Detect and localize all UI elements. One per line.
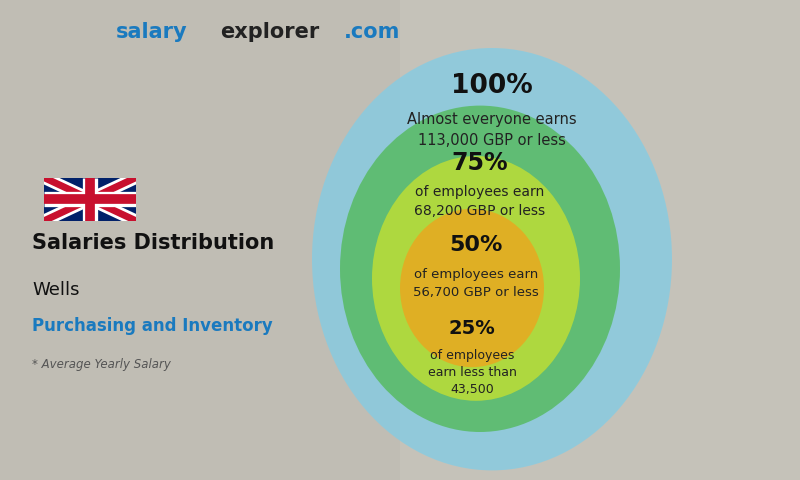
Ellipse shape [312, 48, 672, 470]
Text: of employees
earn less than
43,500: of employees earn less than 43,500 [427, 348, 517, 396]
Text: Almost everyone earns
113,000 GBP or less: Almost everyone earns 113,000 GBP or les… [407, 112, 577, 148]
Text: of employees earn
56,700 GBP or less: of employees earn 56,700 GBP or less [413, 268, 539, 299]
Text: Purchasing and Inventory: Purchasing and Inventory [32, 317, 273, 335]
Text: of employees earn
68,200 GBP or less: of employees earn 68,200 GBP or less [414, 185, 546, 218]
Ellipse shape [400, 209, 544, 367]
Text: 50%: 50% [450, 235, 502, 255]
Text: explorer: explorer [220, 22, 319, 42]
Bar [400, 0, 800, 480]
Text: Salaries Distribution: Salaries Distribution [32, 233, 274, 253]
Ellipse shape [340, 106, 620, 432]
Text: 100%: 100% [451, 73, 533, 99]
Text: salary: salary [116, 22, 188, 42]
Text: * Average Yearly Salary: * Average Yearly Salary [32, 358, 171, 371]
Text: Wells: Wells [32, 281, 79, 299]
Ellipse shape [372, 156, 580, 401]
Text: 25%: 25% [449, 319, 495, 338]
Text: 75%: 75% [452, 151, 508, 175]
Text: .com: .com [344, 22, 400, 42]
